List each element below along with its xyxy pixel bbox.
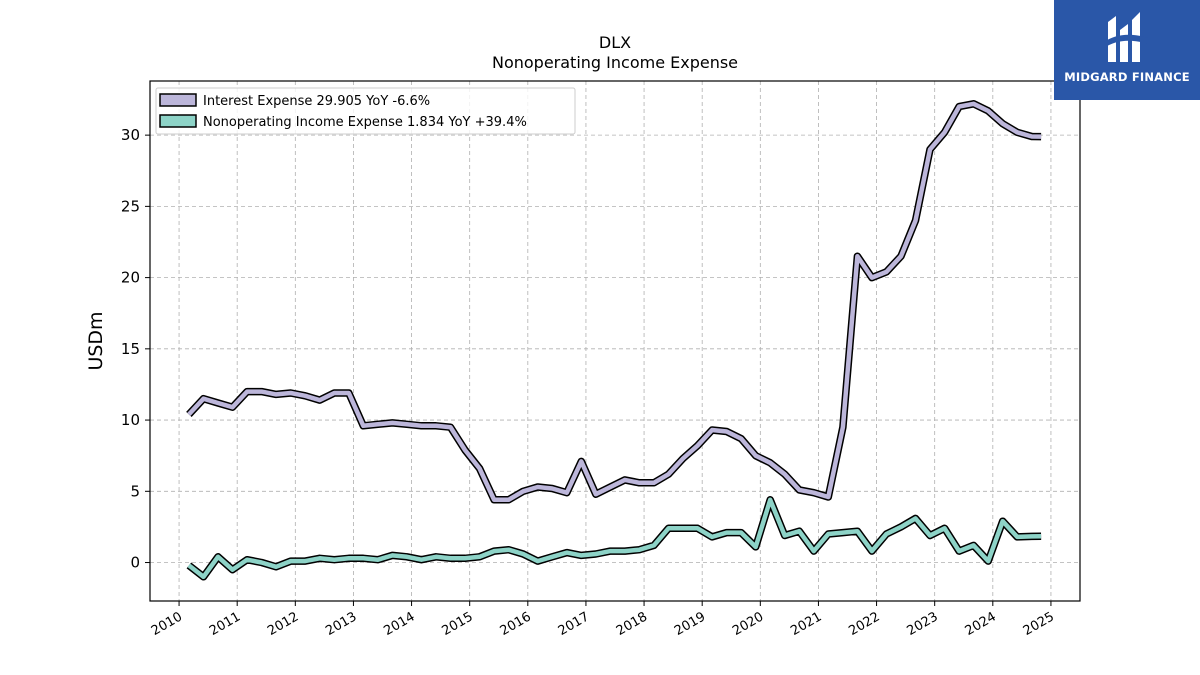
- x-tick-label: 2013: [323, 609, 359, 639]
- grid-lines: [150, 81, 1080, 601]
- chart-title: DLX: [599, 33, 631, 52]
- legend: Interest Expense 29.905 YoY -6.6% Nonope…: [155, 87, 576, 135]
- chart-subtitle: Nonoperating Income Expense: [492, 53, 738, 72]
- x-tick-label: 2021: [788, 609, 824, 639]
- x-tick-label: 2019: [672, 609, 708, 639]
- x-tick-label: 2018: [614, 609, 650, 639]
- plot-area-frame: [149, 80, 1081, 602]
- x-tick-label: 2022: [846, 609, 882, 639]
- brand-name: MIDGARD FINANCE: [1064, 70, 1190, 84]
- x-tick-label: 2020: [730, 609, 766, 639]
- y-tick-label: 20: [121, 269, 140, 287]
- legend-label-interest-expense: Interest Expense 29.905 YoY -6.6%: [203, 94, 430, 109]
- y-tick-label: 10: [121, 411, 140, 429]
- x-tick-label: 2015: [440, 609, 476, 639]
- x-tick-label: 2016: [498, 609, 534, 639]
- series-outline-nonoperating-income-expense: [186, 496, 1042, 581]
- y-axis-label: USDm: [85, 311, 107, 370]
- midgard-logo-icon: [1104, 12, 1148, 62]
- legend-swatch-nonoperating-income-expense: [159, 114, 197, 128]
- brand-badge: MIDGARD FINANCE: [1054, 0, 1200, 100]
- x-tick-label: 2011: [207, 609, 243, 639]
- x-tick-label: 2024: [963, 609, 999, 639]
- x-tick-label: 2023: [905, 609, 941, 639]
- y-tick-label: 15: [121, 340, 140, 358]
- series-line-nonoperating-income-expense: [187, 497, 1042, 580]
- series-lines: [186, 100, 1042, 581]
- series-outline-interest-expense: [186, 100, 1042, 504]
- x-tick-label: 2017: [556, 609, 592, 639]
- x-tick-label: 2025: [1021, 609, 1057, 639]
- legend-box: [155, 87, 576, 135]
- x-tick-label: 2010: [149, 609, 185, 639]
- legend-swatch-interest-expense: [159, 93, 197, 107]
- series-line-interest-expense: [187, 101, 1042, 503]
- y-tick-label: 30: [121, 126, 140, 144]
- x-tick-label: 2012: [265, 609, 301, 639]
- y-tick-label: 0: [130, 554, 140, 572]
- y-tick-label: 25: [121, 197, 140, 215]
- x-tick-label: 2014: [381, 609, 417, 639]
- legend-label-nonoperating-income-expense: Nonoperating Income Expense 1.834 YoY +3…: [203, 115, 527, 130]
- y-tick-label: 5: [130, 482, 140, 500]
